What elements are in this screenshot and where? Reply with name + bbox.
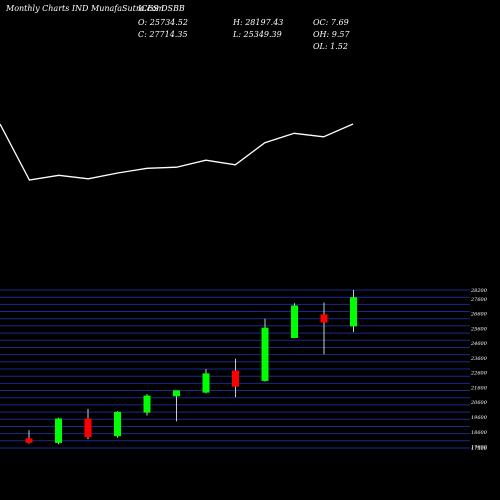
- candle-down: [320, 314, 328, 323]
- y-tick-label: 17500: [471, 446, 488, 452]
- y-tick-label: 26600: [470, 312, 488, 318]
- low-value: L: 25349.39: [233, 30, 282, 39]
- symbol-label: ICES DSBB: [138, 4, 185, 13]
- oc-value: OC: 7.69: [313, 18, 349, 27]
- candle-up: [350, 297, 357, 327]
- price-line: [0, 123, 354, 181]
- candle-up: [291, 305, 298, 338]
- site-label: Monthly Charts IND MunafaSutra.com: [6, 4, 164, 13]
- candle-up: [173, 390, 180, 397]
- y-tick-label: 25600: [470, 326, 488, 332]
- y-tick-label: 23600: [470, 356, 488, 362]
- y-tick-label: 27600: [470, 297, 488, 303]
- y-tick-label: 17600: [471, 445, 488, 451]
- candle-up: [261, 327, 269, 381]
- candle-up: [202, 373, 210, 393]
- candle-up: [143, 395, 151, 413]
- y-axis-ticks: 28200 27600 26600 25600 24600 23600 22600 21600…: [470, 288, 488, 452]
- oh-value: OH: 9.57: [313, 30, 350, 39]
- close-value: C: 27714.35: [138, 30, 188, 39]
- candle-down: [25, 438, 33, 443]
- candle-down: [232, 370, 239, 387]
- candle-up: [55, 418, 62, 443]
- y-tick-label: 24600: [470, 341, 488, 347]
- open-value: O: 25734.52: [138, 18, 188, 27]
- y-tick-label: 18600: [471, 430, 488, 436]
- y-tick-label: 20600: [470, 400, 488, 406]
- high-value: H: 28197.43: [233, 18, 284, 27]
- y-tick-label: 28200: [470, 288, 488, 294]
- ol-value: OL: 1.52: [313, 42, 348, 51]
- y-tick-label: 22600: [470, 371, 488, 377]
- candle-up: [114, 411, 121, 437]
- y-tick-label: 19600: [471, 415, 488, 421]
- candle-down: [84, 418, 92, 437]
- y-tick-label: 21600: [470, 386, 488, 392]
- candlestick-layer: [25, 290, 357, 445]
- line-chart-layer: [0, 123, 354, 181]
